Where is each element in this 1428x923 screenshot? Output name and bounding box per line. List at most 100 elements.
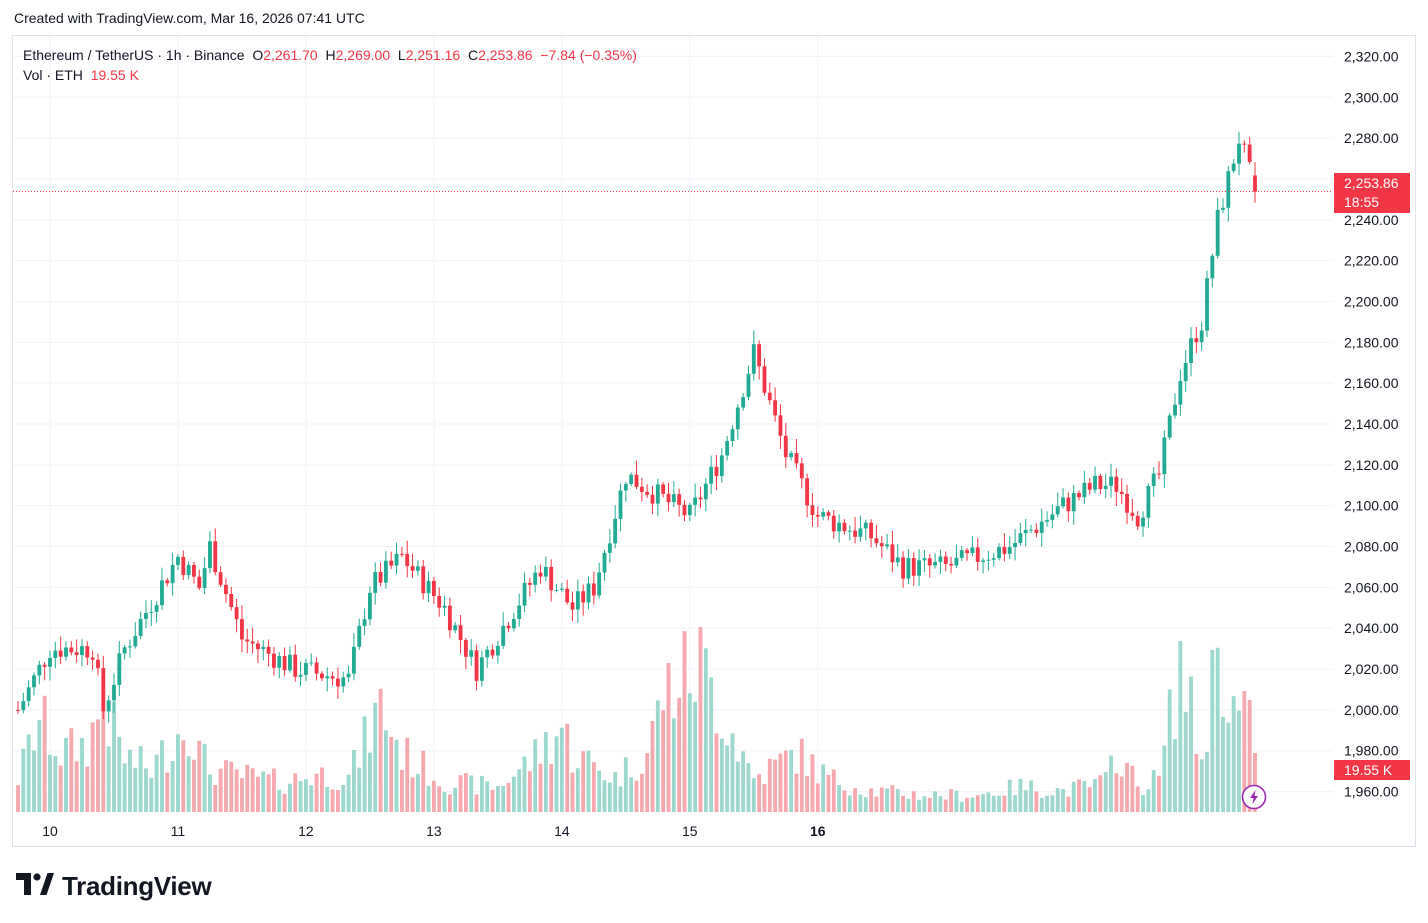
candle-body [85, 646, 90, 658]
volume-bar [1029, 780, 1033, 812]
candle-body [1189, 338, 1193, 364]
volume-bar [522, 756, 527, 812]
candle-body [874, 538, 879, 544]
candle-body [1061, 497, 1065, 507]
candle-body [762, 366, 767, 393]
candle-body [160, 580, 164, 606]
price-tick-label: 2,200.00 [1344, 293, 1399, 309]
volume-bar [367, 752, 372, 812]
volume-bar [1039, 797, 1044, 812]
volume-bar [730, 733, 735, 812]
candle-body [725, 441, 730, 456]
volume-bar [325, 786, 330, 812]
volume-bar [639, 773, 644, 812]
ohlc-row: Ethereum / TetherUS · 1h · Binance O2,26… [23, 45, 637, 65]
volume-bar [240, 778, 244, 812]
price-tick-label: 2,060.00 [1344, 579, 1399, 595]
volume-bar [607, 782, 612, 812]
candle-body [64, 647, 68, 657]
candle-body [671, 494, 676, 503]
volume-bar [351, 749, 356, 812]
candle-body [858, 528, 863, 537]
volume-bar [229, 761, 234, 812]
volume-bar [586, 750, 591, 812]
volume-bar [1018, 778, 1023, 812]
volume-bar [479, 775, 484, 812]
candle-body [698, 497, 703, 500]
volume-bar [197, 740, 202, 812]
candle-body [949, 563, 954, 566]
volume-bar [693, 701, 698, 812]
volume-bar [1189, 676, 1193, 812]
volume-bar [186, 756, 191, 812]
brand[interactable]: TradingView [16, 871, 212, 901]
lightning-icon[interactable] [1241, 784, 1267, 810]
chart-frame[interactable] [12, 35, 1416, 847]
candle-body [197, 576, 202, 588]
volume-bar [778, 753, 783, 812]
close-value: 2,253.86 [478, 47, 533, 63]
volume-bar [671, 718, 676, 812]
volume-bar [890, 785, 895, 812]
candle-body [639, 486, 644, 492]
candle-body [586, 583, 591, 603]
candle-body [112, 684, 116, 701]
candle-body [821, 512, 826, 517]
candle-body [773, 400, 778, 416]
open-label: O [252, 47, 264, 63]
volume-bar [991, 795, 996, 812]
candle-body [757, 344, 762, 367]
candle-body [213, 541, 218, 573]
volume-label[interactable]: Vol · ETH [23, 67, 83, 83]
candle-body [490, 649, 495, 656]
volume-bar [858, 794, 863, 812]
candle-body [1045, 519, 1049, 522]
candle-body [1039, 521, 1044, 533]
candle-body [474, 650, 479, 681]
volume-bar [128, 749, 132, 812]
volume-bar [346, 774, 351, 812]
volume-value: 19.55 K [90, 67, 139, 83]
volume-bar [1135, 786, 1140, 812]
candle-body [511, 618, 516, 629]
candle-body [906, 558, 911, 579]
candle-body [250, 641, 255, 644]
volume-bar [1221, 716, 1225, 812]
volume-bar [949, 789, 954, 812]
volume-bar [794, 773, 799, 812]
volume-bar [426, 785, 431, 812]
candle-body [970, 547, 975, 553]
candle-body [1237, 143, 1241, 164]
volume-bar [357, 767, 362, 812]
candle-body [991, 558, 996, 560]
volume-bar [37, 720, 42, 812]
last-volume-value: 19.55 K [1344, 762, 1393, 778]
candle-body [1167, 415, 1172, 438]
volume-bar [810, 754, 815, 812]
volume-bar [1109, 755, 1113, 812]
volume-bar [181, 740, 186, 812]
candle-body [181, 556, 186, 576]
candle-body [288, 654, 292, 671]
symbol-title[interactable]: Ethereum / TetherUS · 1h · Binance [23, 47, 245, 63]
time-axis: 10 11 12 13 14 15 16 [42, 823, 826, 839]
volume-bar [112, 701, 116, 812]
candle-body [810, 505, 815, 516]
candle-body [922, 558, 927, 561]
volume-bar [1045, 795, 1049, 812]
volume-bar [687, 693, 692, 812]
candle-body [927, 558, 932, 566]
time-tick-label: 15 [682, 823, 698, 839]
volume-bar [106, 746, 111, 812]
volume-bar [714, 733, 719, 812]
volume-bar [1125, 762, 1129, 812]
volume-bar [815, 783, 820, 812]
volume-bar [298, 781, 303, 812]
candle-body [26, 687, 31, 702]
volume-bar [122, 763, 127, 812]
candle-body [533, 572, 538, 585]
candle-body [293, 654, 298, 677]
candle-body [1029, 529, 1033, 531]
volume-bar [970, 797, 975, 812]
